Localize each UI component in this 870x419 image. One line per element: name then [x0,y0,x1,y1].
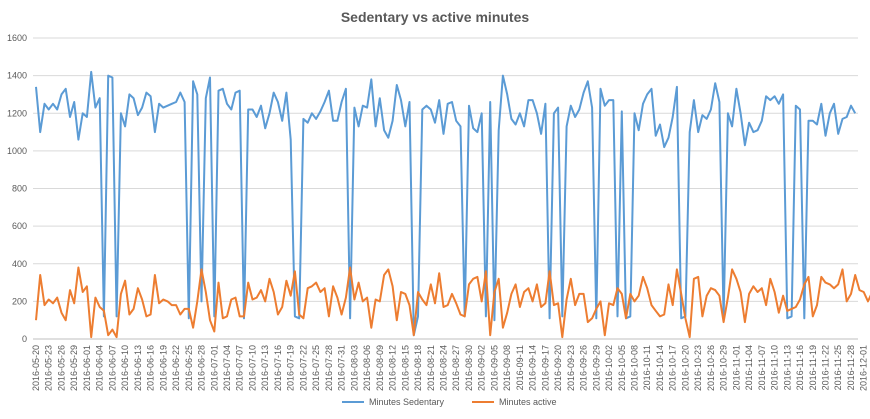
x-tick-label: 2016-05-26 [56,345,66,391]
x-tick-label: 2016-10-05 [617,345,627,391]
x-tick-label: 2016-11-07 [757,345,767,390]
x-tick-label: 2016-07-01 [209,345,219,391]
x-tick-label: 2016-10-02 [604,345,614,391]
x-tick-label: 2016-08-15 [400,345,410,391]
x-tick-label: 2016-11-01 [731,345,741,390]
x-tick-label: 2016-12-01 [859,345,869,391]
x-tick-label: 2016-07-10 [247,345,257,391]
x-tick-label: 2016-10-26 [706,345,716,391]
x-tick-label: 2016-09-08 [502,345,512,391]
series-line-minutes-active [35,266,870,339]
x-tick-label: 2016-10-17 [668,345,678,391]
series-lines [35,70,870,339]
x-tick-label: 2016-09-14 [528,345,538,391]
x-tick-label: 2016-07-25 [311,345,321,391]
y-tick-label: 1200 [7,108,27,118]
series-line-minutes-sedentary [35,70,857,337]
y-tick-label: 800 [12,184,27,194]
chart-title: Sedentary vs active minutes [341,9,530,25]
x-tick-label: 2016-09-02 [477,345,487,391]
x-tick-label: 2016-11-22 [821,345,831,390]
x-tick-label: 2016-06-19 [158,345,168,391]
x-tick-label: 2016-10-08 [630,345,640,391]
y-tick-label: 600 [12,221,27,231]
x-tick-label: 2016-08-09 [375,345,385,391]
x-tick-label: 2016-11-16 [795,345,805,390]
x-tick-label: 2016-10-14 [655,345,665,391]
x-tick-label: 2016-07-31 [337,345,347,391]
x-tick-label: 2016-10-11 [642,345,652,390]
x-tick-label: 2016-11-10 [770,345,780,390]
x-tick-label: 2016-09-26 [579,345,589,391]
x-tick-label: 2016-06-04 [95,345,105,391]
x-tick-label: 2016-09-29 [591,345,601,391]
x-tick-label: 2016-11-25 [833,345,843,390]
legend: Minutes Sedentary Minutes active [342,397,557,407]
x-tick-label: 2016-05-20 [31,345,41,391]
y-tick-label: 1600 [7,33,27,43]
x-tick-label: 2016-10-23 [693,345,703,391]
x-tick-label: 2016-07-19 [286,345,296,391]
x-tick-label: 2016-07-28 [324,345,334,391]
x-tick-label: 2016-09-20 [553,345,563,391]
x-axis: 2016-05-20 2016-05-23 2016-05-26 2016-05-29… [31,345,869,391]
x-tick-label: 2016-09-05 [489,345,499,391]
x-tick-label: 2016-08-12 [388,345,398,391]
x-tick-label: 2016-07-22 [298,345,308,391]
y-tick-label: 1400 [7,71,27,81]
x-tick-label: 2016-11-04 [744,345,754,390]
x-tick-label: 2016-09-11 [515,345,525,390]
y-tick-label: 0 [22,334,27,344]
x-tick-label: 2016-07-07 [235,345,245,391]
y-tick-label: 400 [12,259,27,269]
x-tick-label: 2016-11-19 [808,345,818,390]
y-tick-label: 200 [12,296,27,306]
x-tick-label: 2016-09-17 [540,345,550,391]
x-tick-label: 2016-06-25 [184,345,194,391]
x-tick-label: 2016-06-28 [197,345,207,391]
x-tick-label: 2016-08-30 [464,345,474,391]
x-tick-label: 2016-08-24 [438,345,448,391]
x-tick-label: 2016-06-10 [120,345,130,391]
x-tick-label: 2016-07-16 [273,345,283,391]
x-tick-label: 2016-06-13 [133,345,143,391]
x-tick-label: 2016-11-13 [782,345,792,390]
x-tick-label: 2016-05-29 [69,345,79,391]
x-tick-label: 2016-07-13 [260,345,270,391]
x-tick-label: 2016-08-27 [451,345,461,391]
x-tick-label: 2016-06-22 [171,345,181,391]
x-tick-label: 2016-08-03 [349,345,359,391]
legend-label: Minutes active [499,397,557,407]
gridlines [33,37,858,340]
x-tick-label: 2016-08-21 [426,345,436,391]
x-tick-label: 2016-06-01 [82,345,92,391]
x-tick-label: 2016-07-04 [222,345,232,391]
x-tick-label: 2016-09-23 [566,345,576,391]
x-tick-label: 2016-08-18 [413,345,423,391]
x-tick-label: 2016-08-06 [362,345,372,391]
x-tick-label: 2016-11-28 [846,345,856,390]
legend-label: Minutes Sedentary [369,397,445,407]
x-tick-label: 2016-06-16 [146,345,156,391]
y-tick-label: 1000 [7,146,27,156]
x-tick-label: 2016-06-07 [107,345,117,391]
x-tick-label: 2016-10-20 [680,345,690,391]
y-axis: 0 200 400 600 800 1000 1200 1400 1600 [7,33,27,344]
x-tick-label: 2016-10-29 [719,345,729,391]
x-tick-label: 2016-05-23 [44,345,54,391]
